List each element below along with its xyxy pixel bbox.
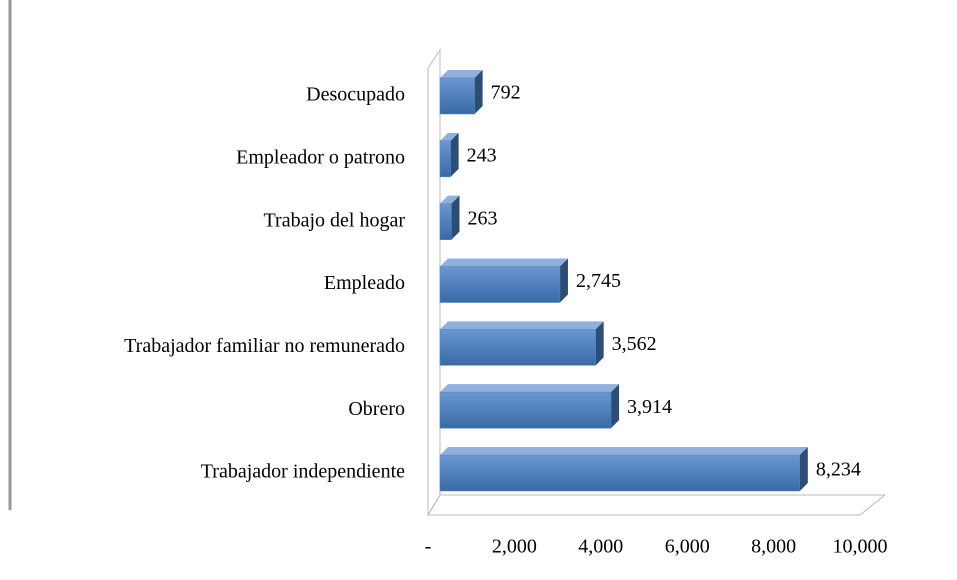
axis-floor bbox=[427, 494, 887, 516]
x-tick-label: 2,000 bbox=[492, 536, 537, 558]
bar-side bbox=[595, 321, 604, 366]
y-tick-label: Obrero bbox=[348, 398, 405, 420]
value-label: 263 bbox=[467, 207, 497, 229]
y-tick-label: Trabajo del hogar bbox=[264, 209, 406, 231]
value-label: 2,745 bbox=[576, 270, 621, 292]
bar-side bbox=[799, 447, 808, 491]
bar bbox=[439, 203, 452, 240]
bar-top bbox=[440, 384, 620, 393]
value-label: 8,234 bbox=[816, 459, 861, 481]
bar-side bbox=[559, 258, 568, 303]
x-tick-label: 4,000 bbox=[578, 536, 623, 558]
value-label: 792 bbox=[491, 82, 521, 104]
bar-top bbox=[440, 447, 808, 455]
y-tick-label: Trabajador independiente bbox=[201, 461, 405, 483]
bar bbox=[439, 391, 612, 429]
x-tick-label: - bbox=[425, 536, 432, 558]
bar-side bbox=[451, 195, 460, 240]
bar bbox=[439, 77, 475, 115]
bar-top bbox=[440, 321, 604, 330]
y-tick-label: Empleado bbox=[324, 272, 405, 294]
x-tick-label: 10,000 bbox=[833, 536, 888, 558]
bar-top bbox=[440, 132, 459, 141]
value-label: 243 bbox=[467, 144, 497, 166]
axis-wall bbox=[427, 48, 441, 517]
y-tick-label: Empleador o patrono bbox=[236, 146, 405, 168]
x-tick-label: 8,000 bbox=[751, 536, 796, 558]
value-label: 3,562 bbox=[612, 333, 657, 355]
y-tick-label: Trabajador familiar no remunerado bbox=[124, 335, 405, 357]
bar-top bbox=[440, 258, 568, 267]
bar-side bbox=[611, 384, 620, 429]
bar-side bbox=[474, 70, 483, 114]
bar-side bbox=[450, 132, 459, 177]
bar bbox=[439, 140, 451, 178]
value-label: 3,914 bbox=[627, 396, 672, 418]
bar bbox=[439, 266, 561, 303]
x-tick-label: 6,000 bbox=[665, 536, 710, 558]
bar bbox=[439, 454, 801, 492]
bar-top bbox=[440, 70, 483, 78]
bar-top bbox=[440, 195, 460, 204]
y-tick-label: Desocupado bbox=[306, 84, 405, 106]
bar bbox=[439, 329, 596, 366]
